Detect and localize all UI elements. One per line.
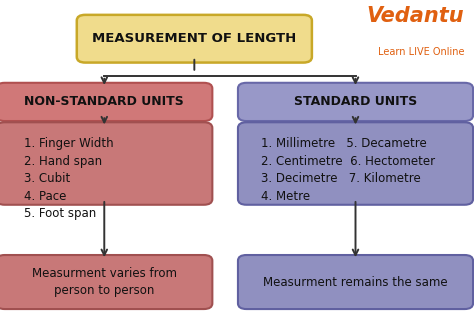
Text: MEASUREMENT OF LENGTH: MEASUREMENT OF LENGTH: [92, 32, 296, 45]
FancyBboxPatch shape: [238, 255, 473, 309]
Text: Learn LIVE Online: Learn LIVE Online: [378, 47, 465, 58]
Text: Measurment remains the same: Measurment remains the same: [263, 276, 448, 289]
Text: NON-STANDARD UNITS: NON-STANDARD UNITS: [24, 95, 184, 108]
FancyBboxPatch shape: [238, 122, 473, 205]
Text: Vedantu: Vedantu: [367, 6, 465, 26]
FancyBboxPatch shape: [0, 122, 212, 205]
FancyBboxPatch shape: [238, 83, 473, 121]
Text: 1. Finger Width
2. Hand span
3. Cubit
4. Pace
5. Foot span: 1. Finger Width 2. Hand span 3. Cubit 4.…: [24, 137, 113, 221]
Text: Measurment varies from
person to person: Measurment varies from person to person: [32, 267, 177, 297]
Text: STANDARD UNITS: STANDARD UNITS: [294, 95, 417, 108]
Text: 1. Millimetre   5. Decametre
2. Centimetre  6. Hectometer
3. Decimetre   7. Kilo: 1. Millimetre 5. Decametre 2. Centimetre…: [261, 137, 435, 203]
FancyBboxPatch shape: [0, 83, 212, 121]
FancyBboxPatch shape: [0, 255, 212, 309]
FancyBboxPatch shape: [77, 15, 312, 63]
